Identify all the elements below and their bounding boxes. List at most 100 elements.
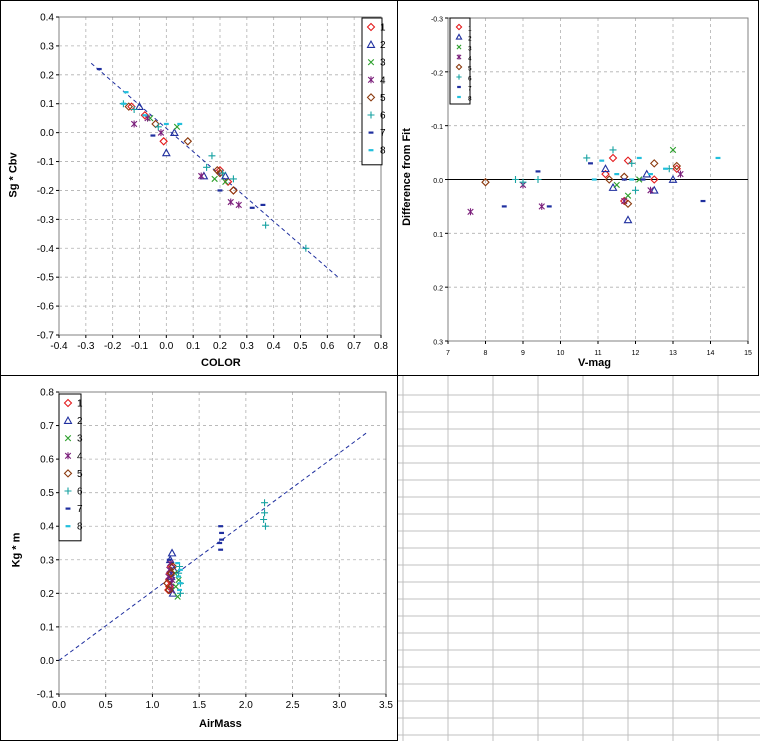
- x-tick-label: 0.5: [294, 341, 308, 352]
- y-tick-label: -0.7: [37, 331, 55, 342]
- y-tick-label: 0.1: [40, 99, 54, 110]
- x-tick-label: 3.0: [332, 700, 346, 711]
- x-tick-label: 13: [669, 350, 677, 357]
- legend-marker: [456, 44, 462, 50]
- plot-area: [59, 392, 386, 694]
- legend-label: 7: [468, 86, 472, 93]
- data-point: [628, 159, 636, 167]
- legend-label: 5: [380, 93, 386, 104]
- x-axis-title: AirMass: [199, 718, 242, 730]
- series-8: [175, 562, 183, 592]
- data-point: [302, 244, 310, 252]
- chart-vmag-vs-difference[interactable]: 7 8 9 10 11 12 13 14 15 -0.3 -0.2 -0.1 0.0 0.1 0.2 0.3 1…: [397, 0, 759, 376]
- data-point: [647, 186, 654, 194]
- x-tick-label: 0.3: [240, 341, 254, 352]
- data-point: [583, 154, 591, 162]
- series-6: [512, 146, 673, 194]
- y-tick-label: -0.3: [37, 215, 55, 226]
- legend-box: [361, 17, 383, 166]
- legend-label: 4: [468, 56, 472, 63]
- data-point: [677, 170, 684, 178]
- legend-marker: [456, 54, 462, 60]
- data-point: [261, 509, 269, 517]
- data-point: [203, 163, 211, 171]
- data-point: [220, 171, 230, 180]
- data-point: [669, 146, 677, 154]
- x-tick-label: 7: [446, 350, 450, 357]
- chart-airmass-vs-kgm[interactable]: 0.0 0.5 1.0 1.5 2.0 2.5 3.0 3.5 0.8 0.7 0.6 0.5 0.4 0…: [0, 375, 398, 741]
- data-point: [608, 153, 618, 163]
- data-point: [127, 102, 136, 111]
- legend-label: 8: [468, 96, 472, 103]
- chart-color-plot-svg: -0.4 -0.3 -0.2 -0.1 0.0 0.1 0.2 0.3 0.4 0.5 0.6 0.7…: [37, 13, 389, 353]
- legend-label: 8: [380, 146, 386, 157]
- y-tick-label: 0.0: [40, 128, 54, 139]
- y-tick-label: -0.2: [37, 186, 55, 197]
- legend-label: 6: [380, 111, 386, 122]
- data-point: [261, 522, 269, 530]
- data-point: [623, 199, 633, 209]
- y-axis-title: Difference from Fit: [400, 128, 413, 226]
- series-8: [591, 156, 721, 181]
- legend-marker: [366, 39, 376, 48]
- data-point: [140, 111, 150, 120]
- x-tick-label: 0.5: [99, 700, 113, 711]
- data-point: [183, 137, 193, 146]
- data-point: [467, 208, 474, 216]
- y-tick-label: 0.6: [40, 455, 54, 466]
- data-point: [229, 175, 237, 183]
- legend-label: 5: [468, 66, 472, 73]
- legend-marker: [63, 415, 73, 424]
- data-point: [613, 181, 620, 189]
- y-tick-label: 0.3: [40, 41, 54, 52]
- data-point: [130, 120, 138, 128]
- series-7: [501, 162, 706, 208]
- y-tick-label: 0.1: [433, 232, 443, 239]
- data-point: [601, 169, 610, 179]
- legend: 1 2 3 4 5 6 7 8: [58, 393, 83, 542]
- data-point: [636, 176, 643, 183]
- legend-label: 5: [77, 469, 83, 480]
- data-point: [157, 129, 165, 137]
- data-point: [623, 156, 633, 165]
- legend: 1 2 3 4 5 6 7 8: [361, 17, 386, 166]
- data-point: [213, 165, 222, 175]
- data-point: [235, 201, 242, 209]
- chart-color-vs-sgcbv[interactable]: -0.4 -0.3 -0.2 -0.1 0.0 0.1 0.2 0.3 0.4 0.5 0.6 0.7…: [0, 0, 398, 376]
- legend-marker: [366, 22, 376, 32]
- chart-airmass-plot-svg: 0.0 0.5 1.0 1.5 2.0 2.5 3.0 3.5 0.8 0.7 0.6 0.5 0.4 0…: [37, 388, 394, 712]
- legend: 1 2 3 4 5 6 7 8: [449, 17, 472, 105]
- x-tick-label: 14: [707, 350, 715, 357]
- x-tick-label: 1.5: [192, 700, 206, 711]
- legend-marker: [366, 93, 376, 102]
- data-point: [135, 101, 144, 110]
- y-tick-label: 0.2: [433, 286, 443, 293]
- fit-line: [58, 431, 368, 661]
- data-point: [260, 516, 268, 524]
- legend-marker: [456, 74, 462, 80]
- data-point: [262, 221, 270, 229]
- data-point: [672, 161, 682, 171]
- x-tick-label: 9: [521, 350, 525, 357]
- x-tick-label: -0.4: [50, 341, 68, 352]
- series-4: [130, 114, 242, 209]
- data-point: [219, 169, 227, 177]
- legend-marker: [455, 23, 463, 31]
- data-point: [154, 123, 162, 131]
- x-axis-title: V-mag: [578, 357, 612, 369]
- x-tick-label: -0.2: [104, 341, 122, 352]
- series-1: [127, 102, 238, 195]
- x-tick-label: 0.0: [52, 700, 66, 711]
- legend-marker: [63, 469, 73, 478]
- y-tick-label: 0.5: [40, 488, 54, 499]
- chart-vmag-plot-svg: 7 8 9 10 11 12 13 14 15-0.3-0.2-0.10.00.10.20.31…: [431, 17, 752, 358]
- data-point: [623, 215, 633, 224]
- x-axis-title: COLOR: [201, 357, 241, 369]
- y-tick-label: 0.2: [40, 589, 54, 600]
- data-point: [649, 185, 659, 194]
- legend-label: 7: [380, 128, 386, 139]
- x-tick-label: 0.7: [347, 341, 361, 352]
- data-point: [165, 568, 175, 578]
- y-tick-label: -0.1: [37, 690, 55, 701]
- data-point: [649, 159, 659, 168]
